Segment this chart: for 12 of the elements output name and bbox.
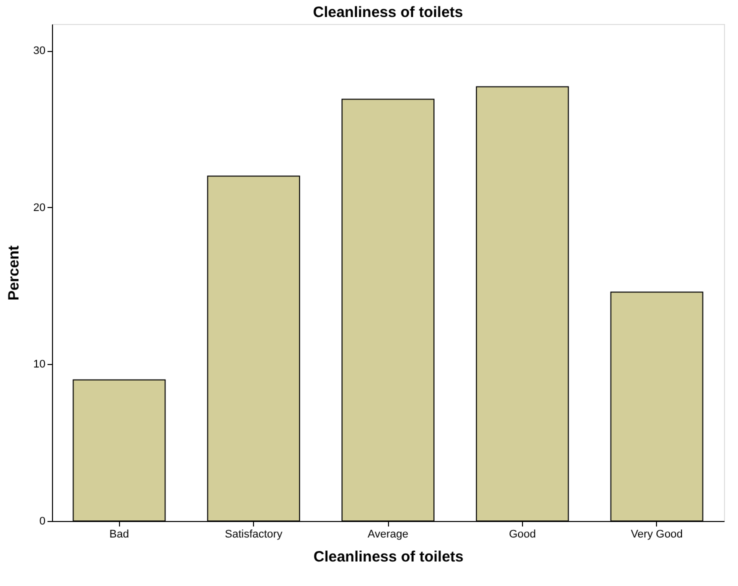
x-tick-label: Good <box>508 528 536 540</box>
y-tick-label: 30 <box>33 45 46 58</box>
x-tick-label: Satisfactory <box>224 528 283 540</box>
y-tick-label: 10 <box>33 358 46 371</box>
x-tick-label: Bad <box>109 528 129 540</box>
x-tick-label: Very Good <box>630 528 683 540</box>
chart-title: Cleanliness of toilets <box>312 4 464 21</box>
x-axis-title: Cleanliness of toilets <box>313 548 464 566</box>
x-tick-label: Average <box>368 528 408 540</box>
y-tick-label: 0 <box>39 516 46 528</box>
y-axis-title: Percent <box>5 245 22 301</box>
y-tick-label: 20 <box>33 202 46 214</box>
